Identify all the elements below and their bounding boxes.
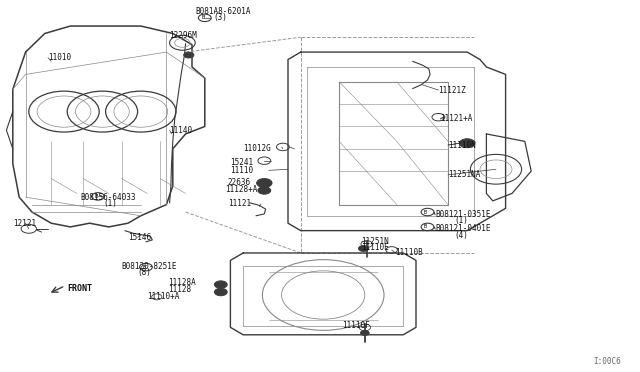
Text: I:00C6: I:00C6 bbox=[593, 357, 621, 366]
Text: 12121: 12121 bbox=[13, 219, 36, 228]
Text: (4): (4) bbox=[454, 231, 468, 240]
Text: 11121Z: 11121Z bbox=[438, 86, 466, 94]
Circle shape bbox=[257, 179, 272, 187]
Text: 11128A: 11128A bbox=[168, 278, 195, 287]
Text: 22636: 22636 bbox=[227, 178, 250, 187]
Text: 11110E: 11110E bbox=[362, 243, 389, 252]
Circle shape bbox=[258, 187, 271, 194]
Circle shape bbox=[360, 330, 369, 336]
Text: 11110F: 11110F bbox=[342, 321, 370, 330]
Text: 15146: 15146 bbox=[128, 233, 151, 242]
Text: (8): (8) bbox=[138, 268, 152, 277]
Circle shape bbox=[214, 281, 227, 288]
Text: 11110N: 11110N bbox=[448, 141, 476, 150]
Text: 11140: 11140 bbox=[170, 126, 193, 135]
Text: 11110: 11110 bbox=[230, 166, 253, 175]
Text: 15241: 15241 bbox=[230, 158, 253, 167]
Text: 11110+A: 11110+A bbox=[147, 292, 180, 301]
Text: 11251NA: 11251NA bbox=[448, 170, 481, 179]
Text: B: B bbox=[424, 209, 427, 215]
Circle shape bbox=[184, 52, 194, 58]
Text: B: B bbox=[94, 194, 98, 199]
Text: 12296M: 12296M bbox=[170, 31, 197, 40]
Text: 11251N: 11251N bbox=[362, 237, 389, 246]
Text: B: B bbox=[143, 264, 145, 270]
Text: B08120-8251E: B08120-8251E bbox=[122, 262, 177, 271]
Text: B081A8-6201A: B081A8-6201A bbox=[195, 7, 251, 16]
Circle shape bbox=[214, 288, 227, 296]
Text: 11128+A: 11128+A bbox=[225, 185, 258, 194]
Text: FRONT: FRONT bbox=[67, 284, 92, 293]
Text: B08121-0351E: B08121-0351E bbox=[435, 210, 491, 219]
Text: B08121-0401E: B08121-0401E bbox=[435, 224, 491, 233]
Text: B: B bbox=[424, 224, 427, 230]
Text: 11121+A: 11121+A bbox=[440, 114, 473, 123]
Text: 11110B: 11110B bbox=[396, 248, 423, 257]
Text: 11010: 11010 bbox=[48, 53, 71, 62]
Text: (1): (1) bbox=[454, 217, 468, 225]
Text: 11128: 11128 bbox=[168, 285, 191, 294]
Circle shape bbox=[460, 139, 475, 148]
Text: B: B bbox=[201, 15, 205, 20]
Text: (1): (1) bbox=[104, 199, 118, 208]
Circle shape bbox=[358, 246, 369, 251]
Text: B08156-64033: B08156-64033 bbox=[80, 193, 136, 202]
Text: 11012G: 11012G bbox=[243, 144, 271, 153]
Text: 11121: 11121 bbox=[228, 199, 251, 208]
Text: (3): (3) bbox=[213, 13, 227, 22]
